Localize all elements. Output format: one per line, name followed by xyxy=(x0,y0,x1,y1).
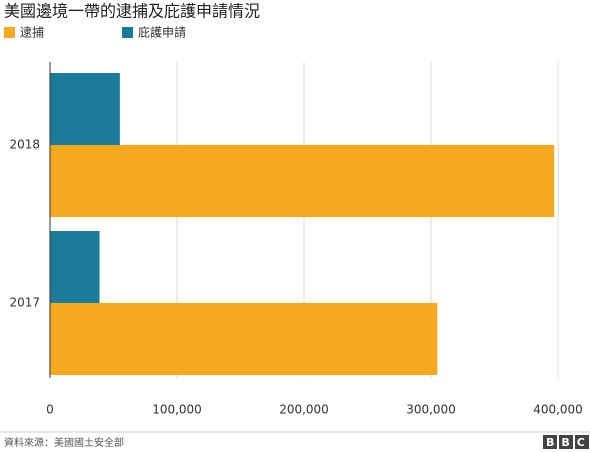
logo-box xyxy=(543,435,557,449)
x-tick-label: 0 xyxy=(46,403,54,417)
bar xyxy=(50,231,100,303)
x-tick-label: 100,000 xyxy=(152,403,202,417)
x-tick-label: 300,000 xyxy=(406,403,456,417)
legend-swatch xyxy=(122,27,133,38)
legend-label: 逮捕 xyxy=(20,25,44,40)
legend-swatch xyxy=(4,27,15,38)
y-tick-label: 2018 xyxy=(9,138,40,152)
bar xyxy=(50,145,555,217)
logo-box xyxy=(559,435,573,449)
logo-text: BBC xyxy=(546,436,590,449)
y-tick-label: 2017 xyxy=(9,296,40,310)
chart-title: 美國邊境一帶的逮捕及庇護申請情況 xyxy=(4,2,260,21)
logo-box xyxy=(575,435,589,449)
bar xyxy=(50,73,120,145)
logo: BBC xyxy=(543,435,590,449)
bar xyxy=(50,303,438,375)
source: 資料來源：美國國土安全部 xyxy=(4,436,124,449)
x-tick-label: 400,000 xyxy=(533,403,583,417)
x-tick-label: 200,000 xyxy=(279,403,329,417)
legend-label: 庇護申請 xyxy=(138,25,186,40)
